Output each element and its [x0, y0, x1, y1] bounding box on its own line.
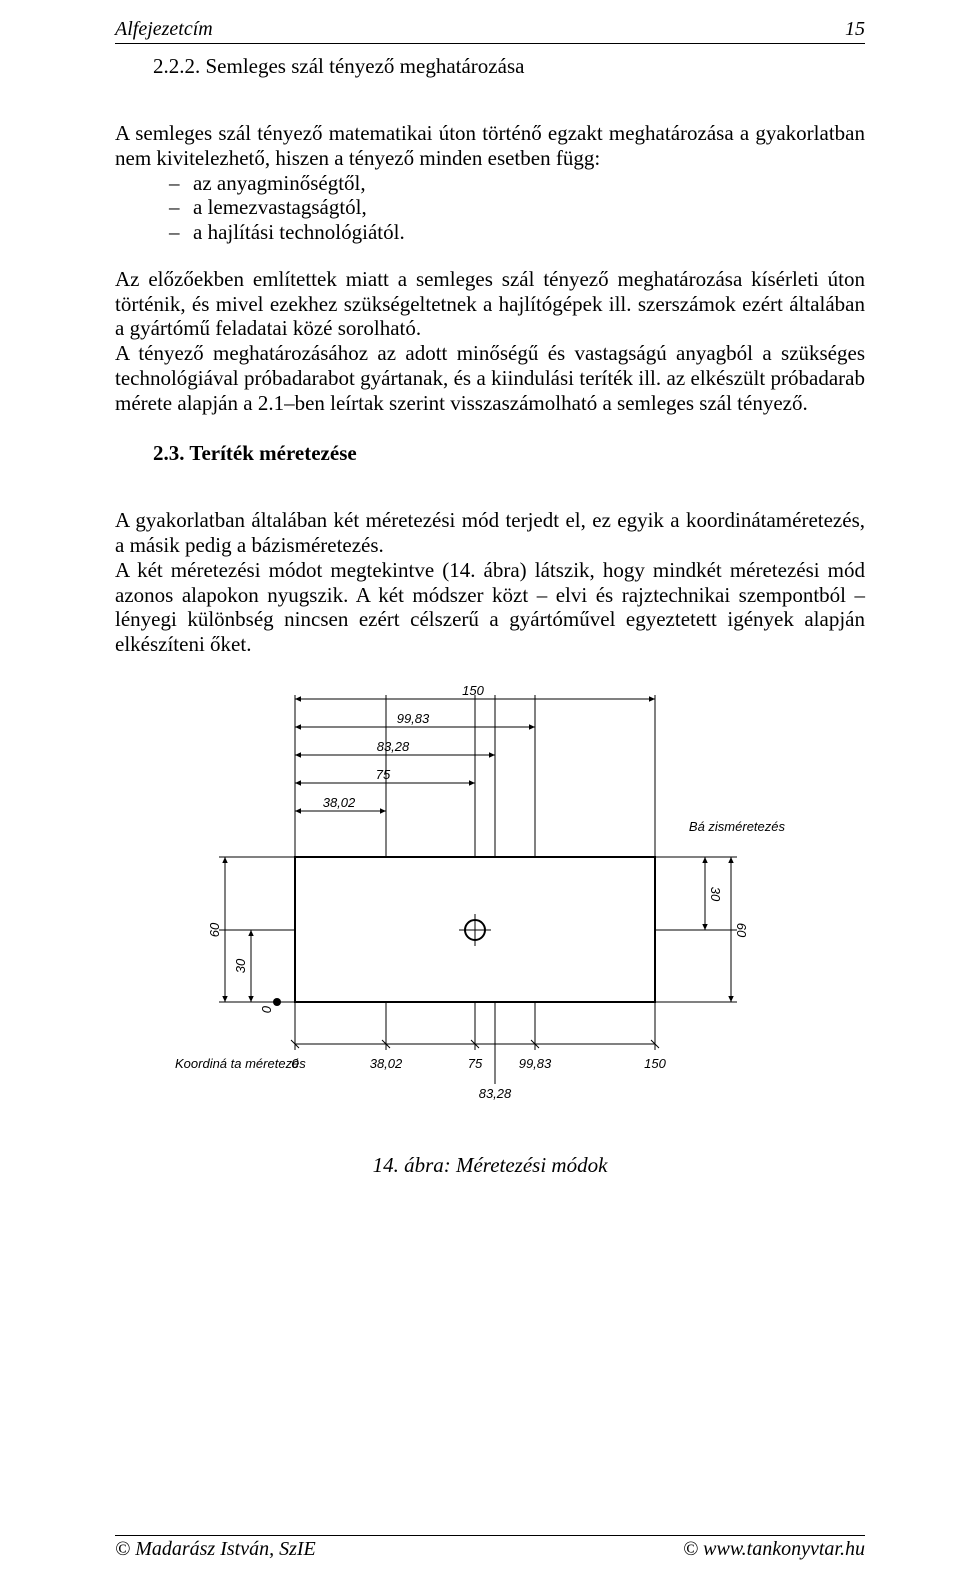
svg-text:60: 60	[734, 923, 749, 938]
svg-text:60: 60	[207, 922, 222, 937]
svg-text:38,02: 38,02	[323, 795, 356, 810]
dimension-diagram: 15099,8383,287538,02603003060038,027599,…	[145, 685, 835, 1105]
footer-right: © www.tankonyvtar.hu	[683, 1538, 865, 1561]
section-23-p1: A gyakorlatban általában két méretezési …	[115, 508, 865, 558]
list-item: a hajlítási technológiától.	[115, 220, 865, 245]
header-left: Alfejezetcím	[115, 18, 213, 41]
svg-text:30: 30	[708, 887, 723, 902]
section-23-head: 2.3. Teríték méretezése	[153, 441, 865, 466]
svg-text:99,83: 99,83	[397, 711, 430, 726]
section-23-p2: A két méretezési módot megtekintve (14. …	[115, 558, 865, 657]
svg-text:38,02: 38,02	[370, 1056, 403, 1071]
list-item: az anyagminőségtől,	[115, 171, 865, 196]
svg-text:150: 150	[462, 685, 484, 698]
figure-14: 15099,8383,287538,02603003060038,027599,…	[115, 685, 865, 1178]
svg-text:75: 75	[468, 1056, 483, 1071]
section-222-bullets: az anyagminőségtől, a lemezvastagságtól,…	[115, 171, 865, 245]
svg-text:Koordiná ta méretezés: Koordiná ta méretezés	[175, 1056, 306, 1071]
page-header: Alfejezetcím 15	[115, 18, 865, 44]
svg-text:83,28: 83,28	[377, 739, 410, 754]
figure-caption: 14. ábra: Méretezési módok	[115, 1153, 865, 1178]
footer-left: © Madarász István, SzIE	[115, 1538, 316, 1561]
svg-text:0: 0	[259, 1005, 274, 1013]
section-222-p3: A tényező meghatározásához az adott minő…	[115, 341, 865, 415]
svg-text:30: 30	[233, 958, 248, 973]
section-222-title: 2.2.2. Semleges szál tényező meghatározá…	[153, 54, 865, 79]
header-page-number: 15	[845, 18, 865, 41]
page: Alfejezetcím 15 2.2.2. Semleges szál tén…	[0, 0, 960, 1575]
page-footer: © Madarász István, SzIE © www.tankonyvta…	[115, 1535, 865, 1561]
list-item: a lemezvastagságtól,	[115, 195, 865, 220]
svg-text:Bá zisméretezés: Bá zisméretezés	[689, 819, 786, 834]
svg-text:83,28: 83,28	[479, 1086, 512, 1101]
section-222-intro: A semleges szál tényező matematikai úton…	[115, 121, 865, 171]
section-222-p2: Az előzőekben említettek miatt a semlege…	[115, 267, 865, 341]
svg-text:75: 75	[376, 767, 391, 782]
svg-text:150: 150	[644, 1056, 666, 1071]
svg-text:99,83: 99,83	[519, 1056, 552, 1071]
